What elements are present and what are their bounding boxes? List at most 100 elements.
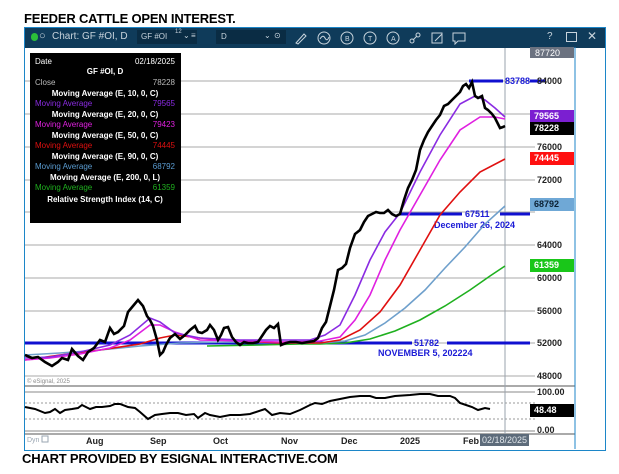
svg-text:A: A [391, 36, 396, 43]
study-value: 79565 [152, 99, 175, 108]
menu-icon[interactable]: ≡ [191, 31, 196, 40]
study-label: Moving Average [35, 99, 93, 108]
ma10-tag: 79565 [530, 110, 574, 123]
y-tick: 52000 [537, 338, 563, 348]
y-tick: 60000 [537, 273, 563, 283]
annotation-nov5: NOVEMBER 5, 202224 [378, 348, 473, 358]
study-value: 79423 [152, 120, 175, 129]
ma200-tag: 61359 [530, 259, 574, 272]
rsi-tick: 0.00 [537, 425, 555, 435]
study-header: Moving Average (E, 10, 0, C) [51, 89, 159, 98]
ma50-line [24, 158, 506, 361]
top-value-bg [530, 47, 574, 58]
b-circle-icon[interactable] [340, 31, 354, 45]
legend-study-row: Moving Average 74445 [35, 141, 175, 151]
edit-note-icon[interactable] [431, 32, 443, 44]
rsi-header: Relative Strength Index (14, C) [47, 195, 163, 204]
close-icon[interactable]: ✕ [587, 29, 598, 43]
date-label: Date [35, 57, 52, 66]
annotation-51782: 51782 [414, 338, 439, 348]
ma90-tag: 68792 [530, 198, 574, 211]
comment-icon[interactable] [452, 32, 466, 45]
legend-date-row: Date 02/18/2025 [35, 57, 175, 67]
link-icon[interactable]: ○ [39, 30, 46, 42]
data-window: Date 02/18/2025 GF #OI, D Close 78228 Mo… [30, 53, 181, 223]
drawing-tools: B T A [295, 31, 466, 45]
chart-toolbar: ○ Chart: GF #OI, D GF #OI 12 ⌄ ≡ D ⌄ ⊙ [25, 28, 605, 48]
legend-study-row: Moving Average 61359 [35, 183, 175, 193]
dyn-label: Dyn [27, 437, 40, 444]
axis-top-value: 87720 [535, 48, 561, 58]
x-tick: Feb [463, 436, 480, 446]
study-label: Moving Average [35, 183, 93, 192]
a-circle-icon[interactable] [386, 31, 400, 45]
study-value: 68792 [152, 162, 175, 171]
legend-study-row: Moving Average 68792 [35, 162, 175, 172]
page-footer: CHART PROVIDED BY ESIGNAL INTERACTIVE.CO… [22, 451, 338, 466]
chevron-down-icon[interactable]: ⌄ [183, 31, 190, 40]
rsi-tick: 100.00 [537, 387, 565, 397]
y-tick: 84000 [537, 76, 563, 86]
close-label: Close [35, 78, 56, 87]
ma10-line [24, 95, 506, 359]
page-title: FEEDER CATTLE OPEN INTEREST. [24, 11, 236, 26]
status-dot-icon [31, 33, 38, 41]
date-value: 02/18/2025 [134, 57, 175, 66]
x-tick: Dec [341, 436, 358, 446]
rsi-tag: 48.48 [530, 404, 574, 417]
rsi-line [24, 393, 491, 421]
window-icon[interactable] [566, 32, 577, 42]
y-tick: 76000 [537, 142, 563, 152]
ma20-line [24, 116, 506, 361]
curve-icon[interactable] [317, 31, 331, 45]
x-tick: Sep [150, 436, 167, 446]
study-label: Moving Average [35, 162, 93, 171]
ma50-tag: 74445 [530, 152, 574, 165]
x-tick: Nov [281, 436, 299, 446]
study-header: Moving Average (E, 90, 0, C) [51, 152, 159, 161]
symbol-superscript: 12 [175, 29, 182, 35]
interval-field[interactable]: D ⌄ ⊙ [216, 30, 286, 44]
help-icon[interactable]: ? [547, 31, 553, 42]
interval-value: D [221, 32, 227, 41]
y-tick: 64000 [537, 240, 563, 250]
svg-text:B: B [345, 36, 350, 43]
y-tick: 48000 [537, 371, 563, 381]
chart-label: Chart: GF #OI, D [52, 31, 128, 42]
symbol-value: GF #OI [141, 32, 168, 41]
chevron-down-icon[interactable]: ⌄ [264, 31, 271, 40]
annotation-labels: 83788 67511 December 26, 2024 51782 NOVE… [378, 76, 530, 358]
pencil-icon[interactable] [295, 33, 307, 45]
study-header: Moving Average (E, 20, 0, C) [51, 110, 159, 119]
x-tick: Oct [213, 436, 229, 446]
annotation-dec26: December 26, 2024 [434, 220, 515, 230]
study-value: 74445 [152, 141, 175, 150]
annotation-83788: 83788 [505, 76, 530, 86]
cursor-date-tag: 02/18/2025 [480, 434, 530, 446]
clock-icon[interactable]: ⊙ [274, 31, 281, 40]
y-tick: 56000 [537, 306, 563, 316]
watermark: © eSignal, 2025 [27, 378, 70, 385]
symbol-field[interactable]: GF #OI 12 ⌄ ≡ [137, 29, 197, 44]
lock-icon [41, 435, 49, 443]
legend-close-row: Close 78228 [35, 78, 175, 88]
close-value: 78228 [152, 78, 175, 87]
close-line [24, 78, 506, 368]
study-header: Moving Average (E, 50, 0, C) [51, 131, 159, 140]
study-label: Moving Average [35, 120, 93, 129]
annotation-67511: 67511 [465, 209, 490, 219]
svg-text:T: T [368, 36, 373, 43]
ma90-line [24, 205, 506, 356]
y-tick: 72000 [537, 175, 563, 185]
nodes-icon[interactable] [409, 38, 415, 44]
close-tag: 78228 [530, 122, 574, 135]
ma200-line [206, 265, 506, 347]
study-label: Moving Average [35, 141, 93, 150]
t-circle-icon[interactable] [363, 31, 377, 45]
study-header: Moving Average (E, 200, 0, L) [49, 173, 161, 182]
symbol-header: GF #OI, D [86, 67, 124, 76]
legend-study-row: Moving Average 79565 [35, 99, 175, 109]
study-value: 61359 [152, 183, 175, 192]
x-tick: 2025 [400, 436, 421, 446]
